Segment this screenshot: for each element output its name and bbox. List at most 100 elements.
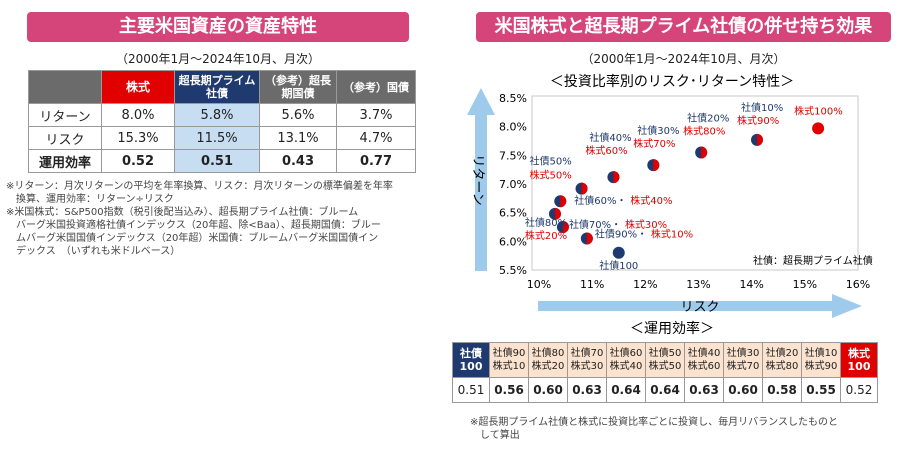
point-label-stock: 株式10% [651, 227, 693, 240]
point-label-stock: 株式50% [530, 169, 572, 182]
efficiency-header-line: 社債50 [648, 348, 682, 359]
efficiency-header-line: 社債20 [765, 348, 799, 359]
point-label-stock: 株式80% [683, 124, 725, 137]
table-cell: 13.1% [259, 126, 337, 150]
efficiency-header-line: 社債30 [726, 348, 760, 359]
x-tick-label: 11% [580, 278, 604, 291]
row-label: 運用効率 [28, 149, 102, 173]
col-treasury-label: （参考）国債 [343, 80, 409, 94]
efficiency-header-line: 株式90 [804, 361, 838, 372]
x-tick-label: 16% [846, 278, 870, 291]
point-label-bond: 社債90%・ [595, 227, 647, 240]
x-tick-label: 12% [633, 278, 657, 291]
table-cell: 0.51 [174, 149, 260, 173]
efficiency-value-cell: 0.64 [645, 377, 685, 403]
data-point [647, 159, 660, 172]
efficiency-value-cell: 0.55 [801, 377, 841, 403]
data-points [548, 122, 825, 259]
left-notes: ※リターン：月次リターンの平均を年率換算、リスク：月次リターンの標準偏差を年率 … [6, 180, 431, 258]
point-label-bond: 社債50% [530, 155, 572, 168]
point-label-stock: 株式20% [525, 229, 567, 242]
efficiency-header-cell: 社債90 株式10 [489, 342, 529, 378]
efficiency-header-line: 株式 [848, 347, 870, 360]
col-long-corp-label: 超長期プライム社債 [178, 74, 256, 100]
y-axis-label: リターン [470, 154, 485, 205]
x-tick-label: 15% [793, 278, 817, 291]
point-label-stock: 株式40% [630, 194, 672, 207]
row-label: リスク [28, 126, 102, 150]
plot-area [531, 95, 859, 271]
efficiency-header-cell: 社債60 株式40 [606, 342, 646, 378]
left-subtitle: （2000年1月～2024年10月、月次） [116, 52, 320, 66]
table-cell: 4.7% [336, 126, 416, 150]
efficiency-header-line: 株式60 [687, 361, 721, 372]
efficiency-header-line: 社債60 [609, 348, 643, 359]
table-cell: 0.43 [259, 149, 337, 173]
col-stock: 株式 [101, 70, 175, 104]
table-row: 運用効率 0.52 0.51 0.43 0.77 [28, 149, 416, 173]
efficiency-value-cell: 0.60 [528, 377, 568, 403]
efficiency-value-cell: 0.52 [840, 377, 878, 403]
efficiency-header-line: 社債10 [804, 348, 838, 359]
data-point [556, 221, 569, 233]
efficiency-header-line: 株式50 [648, 361, 682, 372]
data-point [695, 146, 708, 159]
efficiency-header-line: 社債90 [492, 348, 526, 359]
col-long-treasury: （参考）超長期国債 [259, 70, 337, 104]
table-cell: 5.8% [174, 103, 260, 127]
efficiency-value-cell: 0.58 [762, 377, 802, 403]
point-label-stock: 株式30% [625, 218, 667, 231]
efficiency-header-line: 社債70 [570, 348, 604, 359]
x-tick-labels: 10% 11% 12% 13% 14% 15% 16% [527, 278, 870, 291]
efficiency-header-cell: 社債80 株式20 [528, 342, 568, 378]
efficiency-value-cell: 0.64 [606, 377, 646, 403]
table-cell: 8.0% [101, 103, 175, 127]
note-line: ※米国株式：S&P500指数（税引後配当込み）、超長期プライム社債：ブルーム [6, 207, 359, 218]
y-tick-label: 5.5% [499, 264, 527, 277]
efficiency-value-cell: 0.63 [684, 377, 724, 403]
footnote-line: ※超長期プライム社債と株式に投資比率ごとに投資し、毎月リバランスしたものと [470, 417, 838, 428]
data-point [750, 133, 763, 146]
efficiency-header-line: 株式70 [726, 361, 760, 372]
y-tick-label: 6.0% [499, 235, 527, 248]
col-long-corp: 超長期プライム社債 [174, 70, 260, 104]
data-point [607, 171, 620, 184]
note-line: ※リターン：月次リターンの平均を年率換算、リスク：月次リターンの標準偏差を年率 [6, 181, 393, 192]
point-label-bond: 社債100 [599, 259, 638, 272]
efficiency-value-cell: 0.63 [567, 377, 607, 403]
right-title: 米国株式と超長期プライム社債の併せ持ち効果 [476, 12, 891, 42]
y-tick-labels: 5.5% 6.0% 6.5% 7.0% 7.5% 8.0% 8.5% [499, 92, 527, 277]
efficiency-header-cell: 社債70 株式30 [567, 342, 607, 378]
note-line: ムバーグ米国国債インデックス（20年超）米国債：ブルームバーグ米国国債イン [16, 233, 379, 244]
efficiency-header-line: 社債80 [531, 348, 565, 359]
table-cell: 15.3% [101, 126, 175, 150]
efficiency-header-cell: 社債30 株式70 [723, 342, 763, 378]
efficiency-header-cell: 社債40 株式60 [684, 342, 724, 378]
point-label-bond: 社債80% [525, 216, 567, 229]
data-point [575, 182, 588, 195]
x-tick-label: 13% [686, 278, 710, 291]
footnote-line: して算出 [480, 430, 520, 441]
x-axis-label: リスク [680, 300, 719, 315]
y-tick-label: 8.5% [499, 92, 527, 105]
efficiency-header-line: 株式40 [609, 361, 643, 372]
data-point [548, 207, 561, 220]
table-cell: 0.77 [336, 149, 416, 173]
table-cell: 11.5% [174, 126, 260, 150]
point-label-stock: 株式60% [585, 144, 627, 157]
y-tick-label: 8.0% [499, 121, 527, 134]
point-label-bond: 社債70%・ [569, 218, 621, 231]
y-axis-arrow [467, 88, 495, 271]
data-point [554, 195, 567, 208]
efficiency-title: ＜運用効率＞ [630, 320, 714, 337]
left-title: 主要米国資産の資産特性 [27, 12, 409, 42]
y-tick-label: 7.5% [499, 149, 527, 162]
efficiency-header-line: 株式30 [570, 361, 604, 372]
y-tick-label: 7.0% [499, 178, 527, 191]
point-label-stock: 株式90% [737, 114, 779, 127]
right-footnote: ※超長期プライム社債と株式に投資比率ごとに投資し、毎月リバランスしたものと して… [470, 416, 895, 442]
data-point [812, 122, 825, 135]
note-line: デックス （いずれも米ドルベース） [16, 246, 181, 257]
point-label-bond: 社債20% [687, 111, 729, 124]
efficiency-header-line: 100 [847, 360, 871, 373]
